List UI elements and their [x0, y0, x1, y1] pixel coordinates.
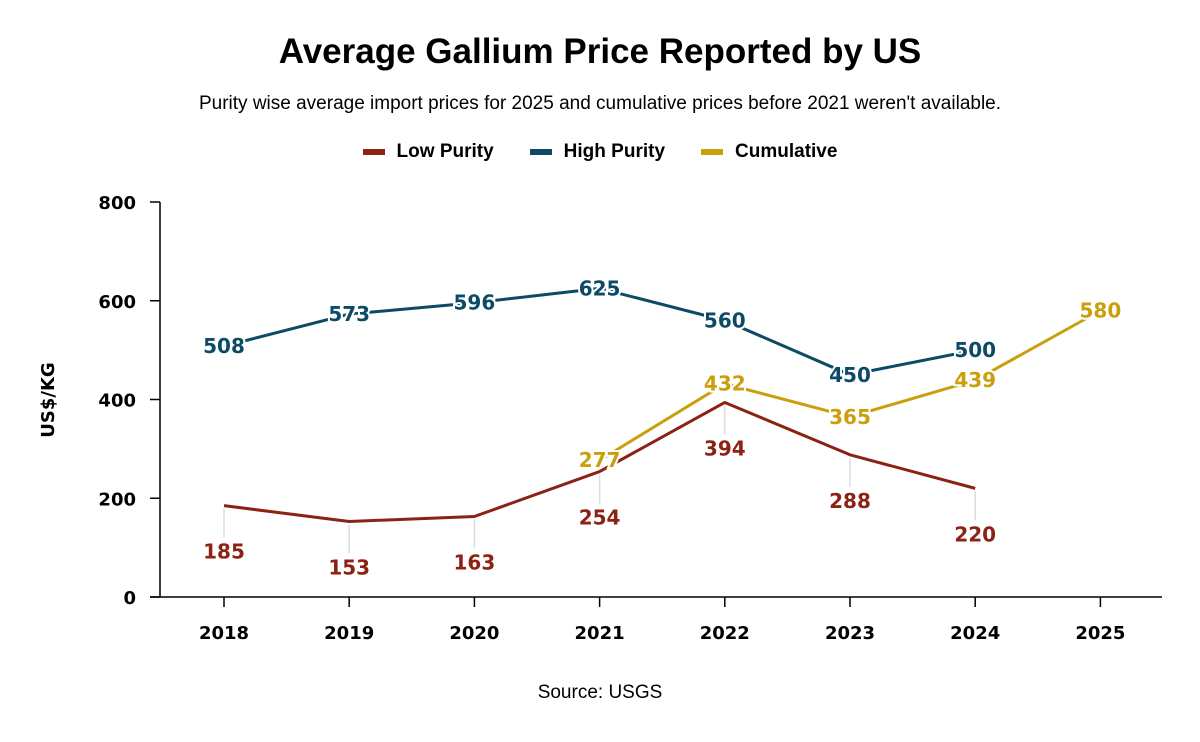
data-label: 153 — [328, 555, 370, 579]
legend-label: High Purity — [563, 141, 666, 162]
legend-swatch — [701, 149, 724, 155]
y-axis-label: US$/KG — [38, 362, 59, 437]
x-tick-label: 2019 — [324, 623, 374, 644]
data-label: 394 — [704, 436, 746, 460]
x-tick-label: 2023 — [825, 623, 875, 644]
data-label: 432 — [704, 372, 746, 396]
series-line-cumulative — [598, 309, 1102, 462]
data-label: 277 — [579, 448, 621, 472]
legend: Low Purity High Purity Cumulative — [0, 141, 1200, 163]
y-tick-label: 200 — [98, 489, 136, 510]
legend-item[interactable]: Low Purity — [362, 141, 494, 163]
data-label: 500 — [954, 338, 996, 362]
x-tick-label: 2022 — [700, 623, 750, 644]
legend-swatch — [529, 149, 552, 155]
data-label: 450 — [829, 363, 871, 387]
source-note: Source: USGS — [537, 682, 663, 703]
data-label: 288 — [829, 489, 871, 513]
data-label: 254 — [579, 506, 621, 530]
series-line-low-purity — [223, 400, 976, 523]
y-tick-label: 0 — [123, 588, 136, 609]
data-label: 439 — [954, 368, 996, 392]
x-tick-label: 2020 — [449, 623, 499, 644]
x-tick-label: 2021 — [575, 623, 625, 644]
data-label: 220 — [954, 522, 996, 546]
y-tick-label: 600 — [98, 292, 136, 313]
y-tick-label: 400 — [98, 391, 136, 412]
data-label: 185 — [203, 540, 245, 564]
legend-item[interactable]: High Purity — [529, 141, 666, 163]
chart-title: Average Gallium Price Reported by US — [278, 32, 922, 71]
x-tick-label: 2025 — [1075, 623, 1125, 644]
data-label: 508 — [203, 334, 245, 358]
series-line-high-purity — [223, 286, 976, 377]
y-tick-label: 800 — [98, 193, 136, 214]
x-tick-label: 2018 — [199, 623, 249, 644]
chart-subtitle: Purity wise average import prices for 20… — [198, 93, 1002, 114]
data-label: 163 — [454, 551, 496, 575]
data-label: 625 — [579, 276, 621, 300]
legend-label: Cumulative — [735, 141, 838, 162]
data-label: 573 — [328, 302, 370, 326]
x-tick-label: 2024 — [950, 623, 1000, 644]
legend-swatch — [362, 149, 385, 155]
data-label: 580 — [1080, 299, 1122, 323]
legend-item[interactable]: Cumulative — [701, 141, 837, 163]
data-label: 596 — [454, 291, 496, 315]
data-label: 560 — [704, 309, 746, 333]
data-label: 365 — [829, 405, 871, 429]
legend-label: Low Purity — [396, 141, 494, 162]
